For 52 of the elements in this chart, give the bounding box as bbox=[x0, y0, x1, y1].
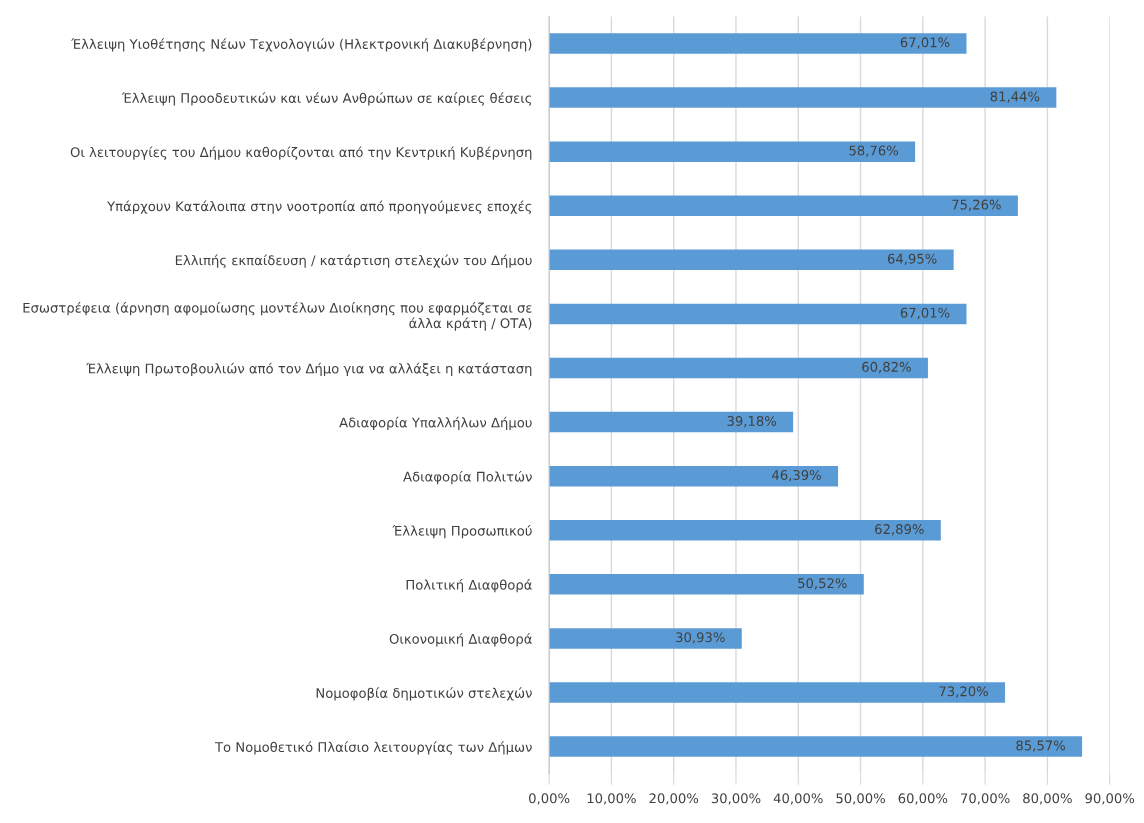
data-label: 62,89% bbox=[875, 524, 924, 536]
y-tick-label: Έλλειψη Προοδευτικών και νέων Ανθρώπων σε καίριες θέσεις bbox=[121, 92, 532, 106]
y-tick-label: Ελλιπής εκπαίδευση / κατάρτιση στελεχών του Δήμου bbox=[175, 254, 532, 268]
data-label: 67,01% bbox=[900, 307, 950, 320]
data-label: 46,39% bbox=[772, 470, 821, 482]
y-tick-label: Αδιαφορία Υπαλλήλων Δήμου bbox=[339, 416, 532, 431]
bar bbox=[549, 628, 742, 649]
bar bbox=[549, 195, 1018, 217]
bar bbox=[549, 736, 1083, 757]
bar bbox=[549, 249, 954, 271]
x-tick-label: 50,00% bbox=[836, 793, 885, 805]
x-tick-label: 60,00% bbox=[898, 793, 948, 805]
y-tick-label: Έλλειψη Προσωπικού bbox=[392, 524, 532, 539]
bar bbox=[549, 465, 839, 487]
y-tick-label: Αδιαφορία Πολιτών bbox=[403, 470, 532, 485]
x-tick-label: 20,00% bbox=[649, 793, 699, 805]
y-tick-label: Υπάρχουν Κατάλοιπα στην νοοτροπία από προηγούμενες εποχές bbox=[107, 200, 532, 214]
data-label: 30,93% bbox=[676, 632, 725, 644]
bar bbox=[549, 303, 967, 325]
data-label: 60,82% bbox=[862, 361, 911, 374]
data-label: 64,95% bbox=[887, 253, 937, 266]
x-tick-label: 10,00% bbox=[587, 793, 636, 805]
data-label: 75,26% bbox=[952, 199, 1001, 211]
x-tick-label: 90,00% bbox=[1085, 793, 1135, 805]
data-label: 85,57% bbox=[1016, 740, 1065, 752]
x-tick-label: 30,00% bbox=[711, 793, 761, 805]
y-tick-label: Οικονομική Διαφθορά bbox=[389, 633, 532, 647]
x-tick-label: 0,00% bbox=[529, 793, 570, 805]
y-tick-label: Το Νομοθετικό Πλαίσιο λειτουργίας των Δήμων bbox=[214, 741, 532, 755]
x-tick-label: 70,00% bbox=[961, 793, 1010, 805]
x-tick-label: 80,00% bbox=[1023, 793, 1072, 805]
bar bbox=[549, 682, 1006, 703]
bar bbox=[549, 519, 941, 541]
y-tick-label: Νομοφοβία δημοτικών στελεχών bbox=[316, 687, 532, 701]
data-label: 73,20% bbox=[939, 686, 988, 698]
bar bbox=[549, 357, 928, 379]
bar bbox=[549, 411, 794, 433]
y-tick-label: Εσωστρέφεια (άρνηση αφομοίωσης μοντέλων Διοίκησης που εφαρμόζεται σε άλλα κράτη / ΟΤΑ) bbox=[23, 301, 532, 331]
x-tick-label: 40,00% bbox=[773, 793, 823, 805]
y-tick-label: Έλλειψη Υιοθέτησης Νέων Τεχνολογιών (Ηλεκτρονική Διακυβέρνηση) bbox=[71, 38, 532, 52]
bar bbox=[549, 87, 1057, 108]
data-label: 58,76% bbox=[849, 145, 899, 157]
data-label: 81,44% bbox=[990, 91, 1040, 103]
data-label: 39,18% bbox=[727, 415, 777, 428]
y-tick-label: Έλλειψη Πρωτοβουλιών από τον Δήμο για να αλλάξει η κατάσταση bbox=[86, 362, 532, 377]
data-label: 50,52% bbox=[798, 578, 847, 590]
y-tick-label: Οι λειτουργίες του Δήμου καθορίζονται από την Κεντρική Κυβέρνηση bbox=[70, 146, 532, 160]
bar bbox=[549, 574, 864, 595]
bar bbox=[549, 33, 967, 54]
y-tick-label: Πολιτική Διαφθορά bbox=[406, 579, 532, 593]
bar bbox=[549, 141, 916, 162]
data-label: 67,01% bbox=[900, 37, 950, 49]
